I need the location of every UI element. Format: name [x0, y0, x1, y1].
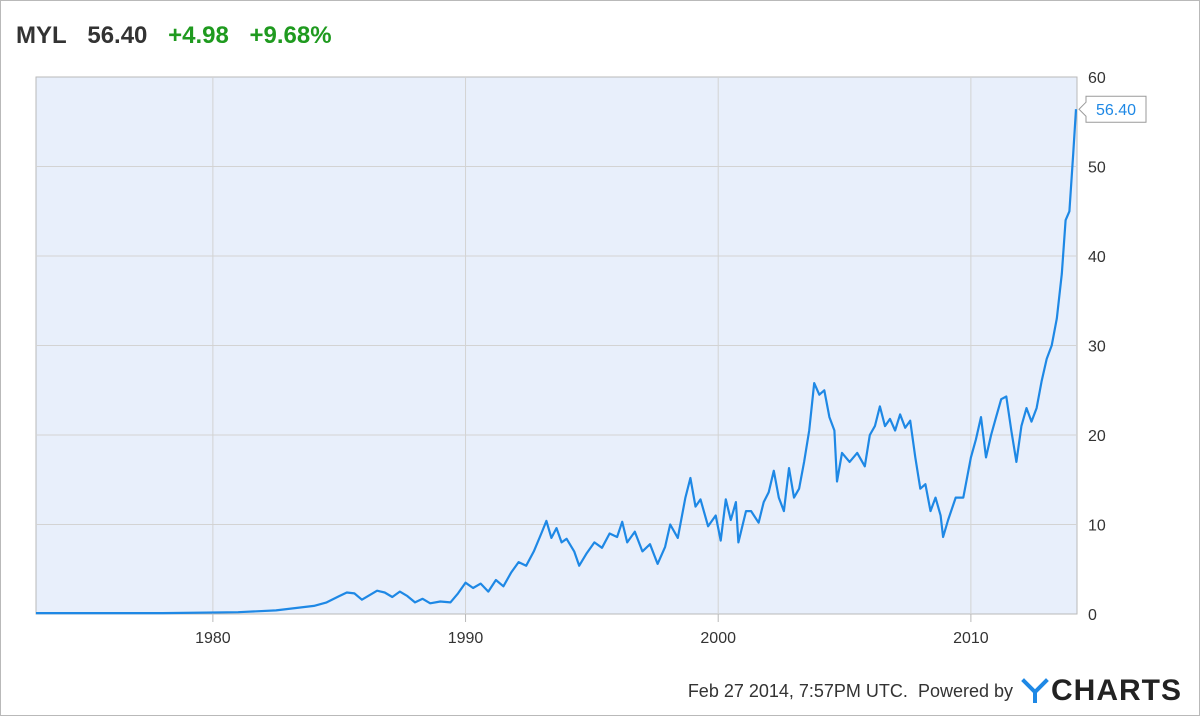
y-tick-label: 50 — [1088, 160, 1106, 177]
ycharts-y-icon — [1021, 678, 1049, 703]
ticker-symbol[interactable]: MYL — [16, 22, 67, 49]
price-change-percent: +9.68% — [249, 22, 332, 49]
last-price: 56.40 — [87, 22, 148, 49]
y-tick-label: 30 — [1088, 339, 1106, 356]
y-tick-label: 0 — [1088, 607, 1097, 624]
quote-header: MYL 56.40 +4.98 +9.68% — [16, 22, 346, 58]
last-value-callout — [1078, 95, 1147, 123]
chart-footer: Feb 27 2014, 7:57PM UTC. Powered by CHAR… — [687, 674, 1182, 708]
x-tick-label: 1990 — [448, 630, 484, 647]
y-tick-label: 60 — [1088, 70, 1106, 87]
y-tick-label: 40 — [1088, 249, 1106, 266]
y-tick-label: 10 — [1088, 518, 1106, 535]
x-tick-label: 2000 — [700, 630, 736, 647]
x-tick-label: 1980 — [195, 630, 231, 647]
price-line[interactable] — [36, 109, 1078, 615]
price-change: +4.98 — [168, 22, 229, 49]
x-tick-label: 2010 — [953, 630, 989, 647]
ycharts-logo[interactable]: CHARTS — [1021, 674, 1182, 708]
powered-by-label: Powered by — [917, 680, 1013, 701]
last-value-label: 56.40 — [1096, 102, 1136, 119]
y-tick-label: 20 — [1088, 428, 1106, 445]
brand-text: CHARTS — [1051, 674, 1182, 707]
timestamp: Feb 27 2014, 7:57PM UTC. — [687, 680, 908, 701]
